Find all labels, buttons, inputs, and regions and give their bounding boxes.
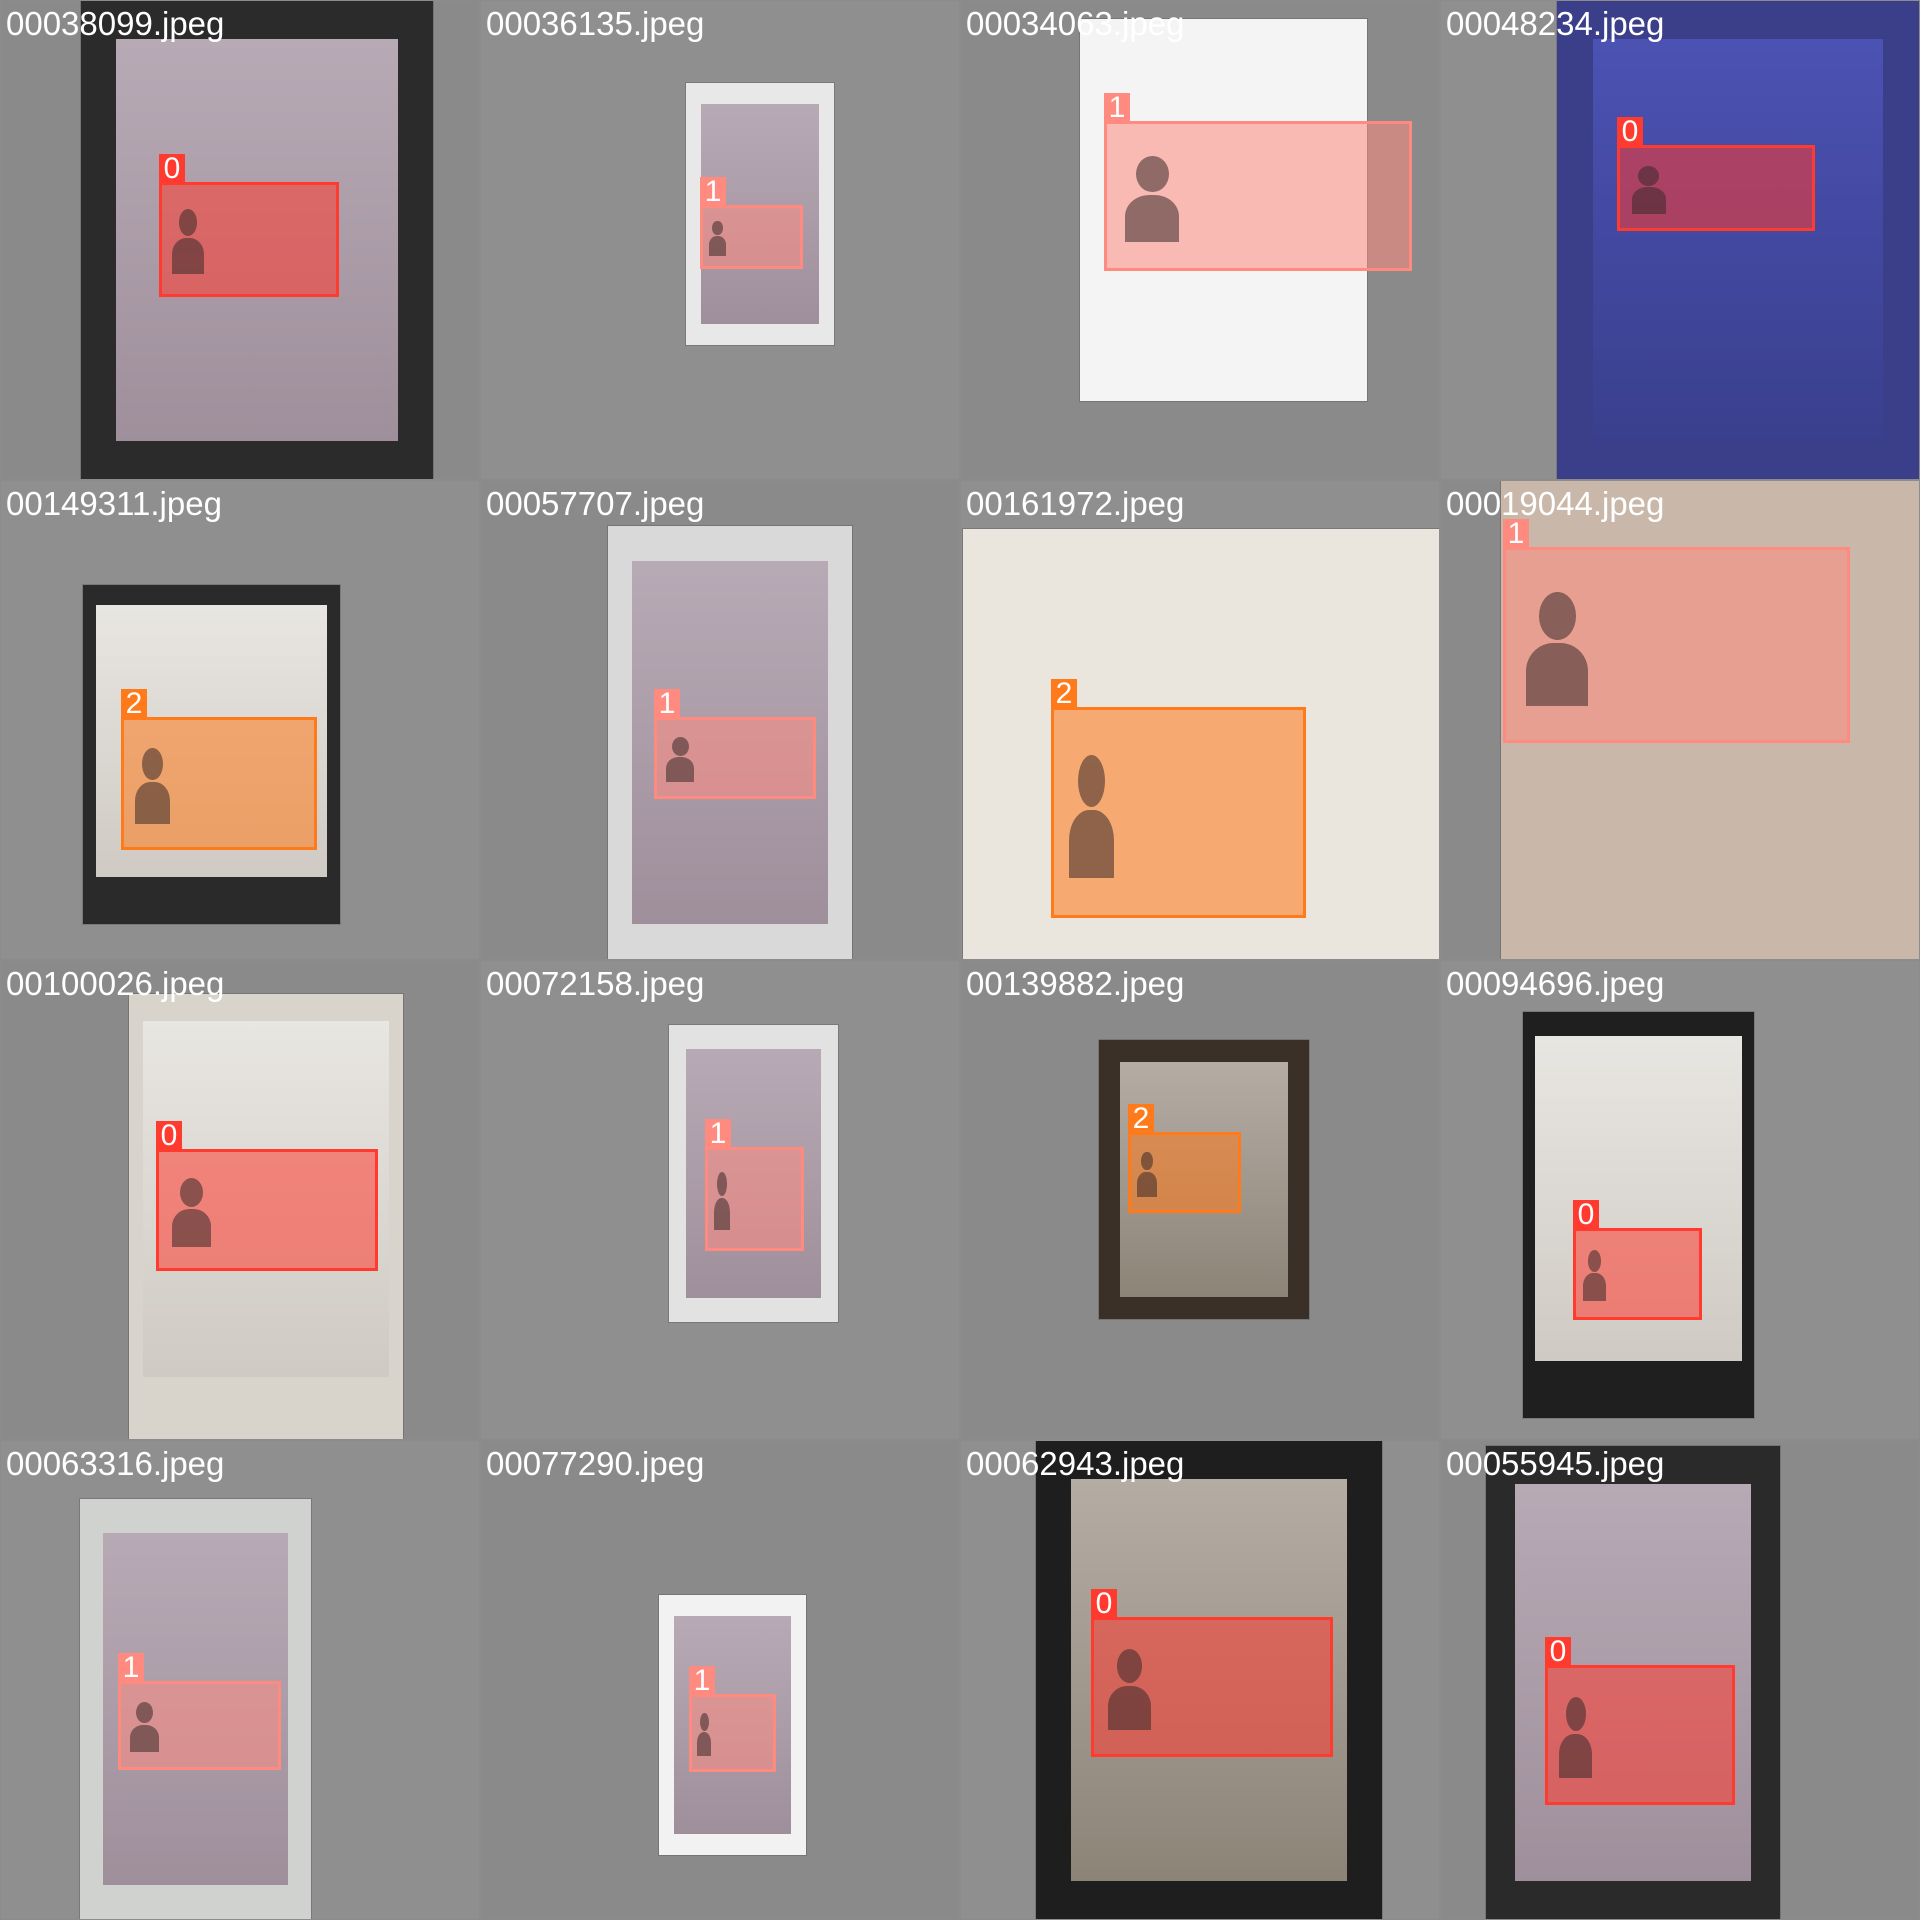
detection-box: 2	[1051, 679, 1306, 918]
class-label: 2	[1051, 679, 1077, 709]
filename-label: 00072158.jpeg	[486, 965, 705, 1002]
id-photo-icon	[135, 747, 170, 825]
detection-box: 1	[1503, 519, 1850, 743]
class-label: 0	[1573, 1200, 1599, 1230]
id-photo-icon	[708, 220, 727, 256]
result-tile: 1 00072158.jpeg	[481, 961, 959, 1439]
detection-box: 1	[654, 689, 816, 799]
class-label: 1	[700, 177, 726, 207]
class-label: 2	[1128, 1104, 1154, 1134]
filename-label: 00034063.jpeg	[966, 5, 1185, 42]
detection-box: 1	[1104, 93, 1412, 271]
id-photo-icon	[1068, 755, 1114, 879]
id-photo-icon	[1108, 1649, 1151, 1730]
class-label: 0	[1091, 1589, 1117, 1619]
filename-label: 00019044.jpeg	[1446, 485, 1665, 522]
detection-box: 0	[1091, 1589, 1333, 1757]
photo-thumbnail	[1523, 1012, 1754, 1418]
id-photo-icon	[172, 208, 204, 275]
result-tile: 0 00055945.jpeg	[1441, 1441, 1919, 1919]
detection-box: 2	[1128, 1104, 1241, 1213]
class-label: 1	[705, 1119, 731, 1149]
class-label: 0	[1545, 1637, 1571, 1667]
id-photo-icon	[1526, 591, 1588, 706]
filename-label: 00077290.jpeg	[486, 1445, 705, 1482]
id-photo-icon	[1125, 155, 1180, 243]
id-photo-icon	[1631, 165, 1667, 214]
result-tile: 2 00139882.jpeg	[961, 961, 1439, 1439]
filename-label: 00038099.jpeg	[6, 5, 225, 42]
class-label: 1	[689, 1666, 715, 1696]
detection-box: 0	[159, 154, 339, 297]
id-photo-icon	[713, 1171, 731, 1231]
result-tile: 0 00038099.jpeg	[1, 1, 479, 479]
result-tile: 1 00077290.jpeg	[481, 1441, 959, 1919]
filename-label: 00057707.jpeg	[486, 485, 705, 522]
result-tile: 2 00149311.jpeg	[1, 481, 479, 959]
id-photo-icon	[1583, 1249, 1606, 1302]
class-label: 0	[156, 1121, 182, 1151]
result-tile: 0 00062943.jpeg	[961, 1441, 1439, 1919]
result-tile: 0 00100026.jpeg	[1, 961, 479, 1439]
detection-box: 1	[700, 177, 803, 269]
filename-label: 00161972.jpeg	[966, 485, 1185, 522]
detection-box: 2	[121, 689, 317, 850]
result-tile: 0 00094696.jpeg	[1441, 961, 1919, 1439]
id-photo-icon	[171, 1177, 211, 1248]
class-label: 0	[1617, 117, 1643, 147]
result-tile: 0 00048234.jpeg	[1441, 1, 1919, 479]
class-label: 2	[121, 689, 147, 719]
result-tile: 1 00057707.jpeg	[481, 481, 959, 959]
id-photo-icon	[130, 1702, 159, 1753]
class-label: 1	[1503, 519, 1529, 549]
result-tile: 1 00034063.jpeg	[961, 1, 1439, 479]
filename-label: 00055945.jpeg	[1446, 1445, 1665, 1482]
id-photo-icon	[1559, 1697, 1593, 1778]
filename-label: 00062943.jpeg	[966, 1445, 1185, 1482]
id-photo-icon	[696, 1712, 712, 1756]
detection-box: 0	[1573, 1200, 1702, 1320]
result-tile: 1 00036135.jpeg	[481, 1, 959, 479]
result-tile: 1 00063316.jpeg	[1, 1441, 479, 1919]
result-tile: 1 00019044.jpeg	[1441, 481, 1919, 959]
detection-box: 1	[118, 1653, 281, 1770]
result-tile: 2 00161972.jpeg	[961, 481, 1439, 959]
filename-label: 00036135.jpeg	[486, 5, 705, 42]
class-label: 1	[654, 689, 680, 719]
filename-label: 00149311.jpeg	[6, 485, 222, 522]
class-label: 1	[1104, 93, 1130, 123]
photo-thumbnail	[1557, 1, 1919, 479]
filename-label: 00063316.jpeg	[6, 1445, 225, 1482]
class-label: 1	[118, 1653, 144, 1683]
class-label: 0	[159, 154, 185, 184]
detection-box: 1	[689, 1666, 776, 1772]
device-screen	[1593, 39, 1883, 441]
detection-box: 0	[1545, 1637, 1735, 1805]
id-photo-icon	[666, 736, 695, 783]
filename-label: 00048234.jpeg	[1446, 5, 1665, 42]
detection-box: 1	[705, 1119, 804, 1251]
detection-box: 0	[1617, 117, 1815, 231]
filename-label: 00094696.jpeg	[1446, 965, 1665, 1002]
id-photo-icon	[1137, 1151, 1157, 1197]
filename-label: 00139882.jpeg	[966, 965, 1185, 1002]
filename-label: 00100026.jpeg	[6, 965, 225, 1002]
detection-box: 0	[156, 1121, 378, 1271]
